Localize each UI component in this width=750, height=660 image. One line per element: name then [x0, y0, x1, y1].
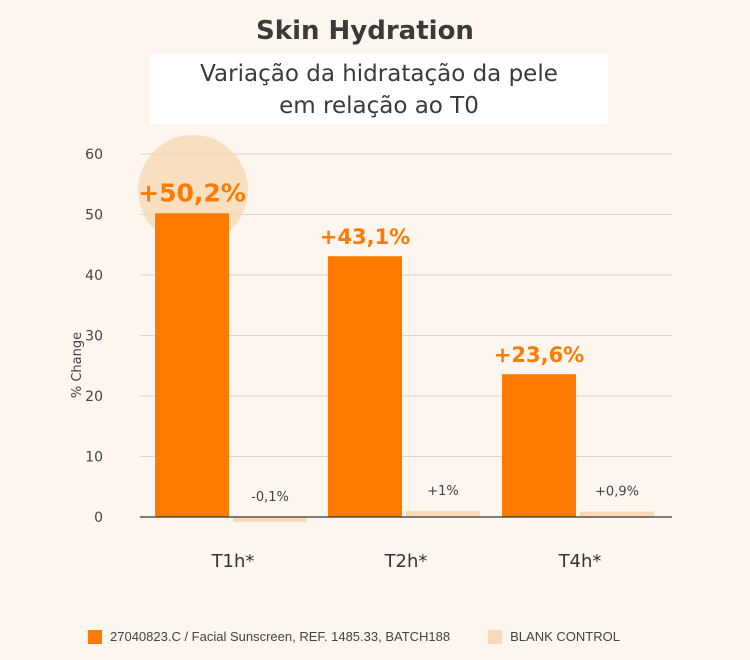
product-data-label: +43,1%: [320, 225, 410, 249]
product-data-label: +50,2%: [138, 178, 246, 207]
subtitle-line-2: em relação ao T0: [279, 93, 479, 119]
legend-swatch-product: [88, 629, 102, 644]
control-bar: [406, 510, 480, 517]
y-tick-label: 60: [85, 147, 103, 163]
legend-label-control: BLANK CONTROL: [510, 629, 620, 644]
subtitle-line-1: Variação da hidratação da pele: [200, 61, 558, 87]
subtitle-background: [150, 54, 608, 124]
chart-title: Skin Hydration: [256, 16, 474, 46]
y-tick-label: 50: [85, 208, 103, 224]
x-category-label: T1h*: [211, 551, 255, 572]
product-bar: [155, 213, 229, 518]
control-data-label: +0,9%: [595, 485, 639, 500]
product-data-label: +23,6%: [494, 343, 584, 367]
y-tick-label: 10: [85, 450, 103, 466]
control-data-label: -0,1%: [251, 490, 289, 505]
y-tick-label: 0: [94, 510, 103, 526]
control-bar: [580, 511, 654, 517]
legend: 27040823.C / Facial Sunscreen, REF. 1485…: [88, 629, 620, 644]
control-data-label: +1%: [427, 484, 459, 499]
x-category-label: T2h*: [384, 551, 428, 572]
product-bar: [502, 374, 576, 517]
bar-chart: 0 10 20 30 40 50 60 % Change +50,2% -0,1% T1h* +43,…: [70, 135, 672, 572]
y-tick-label: 30: [85, 329, 103, 345]
chart-subtitle: Variação da hidratação da pele em relaçã…: [150, 58, 608, 122]
legend-item-product: 27040823.C / Facial Sunscreen, REF. 1485…: [88, 629, 450, 644]
product-bar: [328, 256, 402, 517]
x-category-label: T4h*: [558, 551, 602, 572]
control-bar: [233, 517, 307, 522]
y-axis-label: % Change: [70, 332, 85, 398]
y-tick-label: 20: [85, 389, 103, 405]
legend-label-product: 27040823.C / Facial Sunscreen, REF. 1485…: [110, 629, 451, 644]
y-tick-label: 40: [85, 268, 103, 284]
legend-item-control: BLANK CONTROL: [488, 629, 620, 644]
legend-swatch-control: [488, 629, 503, 644]
